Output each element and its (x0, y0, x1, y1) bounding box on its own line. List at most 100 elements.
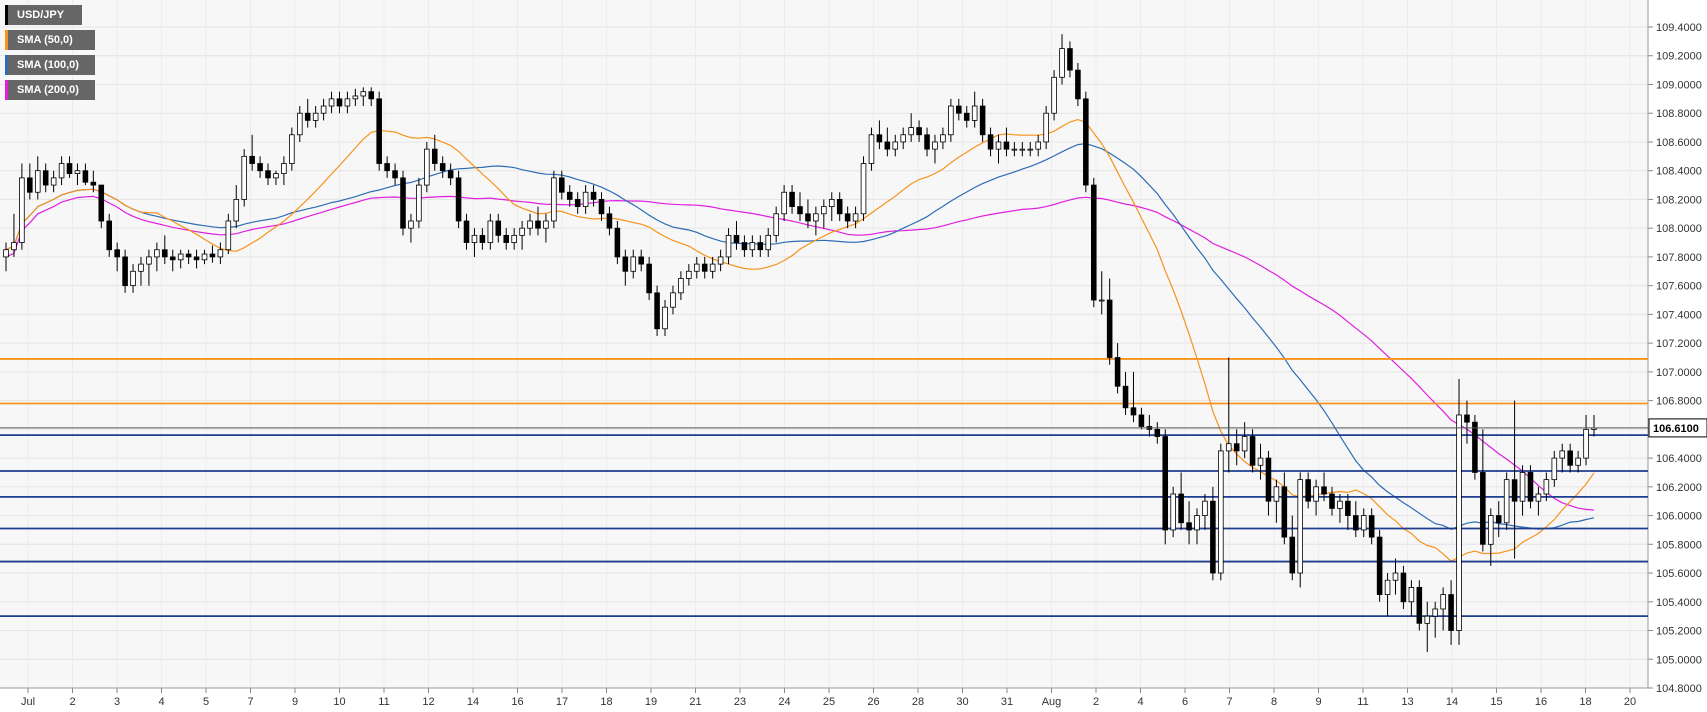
legend-item-sma100[interactable]: SMA (100,0) (5, 55, 95, 75)
candle (384, 156, 390, 178)
candle-body (265, 170, 271, 179)
y-tick-label: 105.4000 (1656, 597, 1702, 609)
candle (1440, 587, 1446, 631)
x-tick-label: 17 (556, 696, 568, 708)
candle (130, 264, 136, 293)
candle-body (797, 206, 803, 215)
x-tick-label: 18 (1579, 696, 1591, 708)
candle-body (1027, 148, 1034, 151)
candle-body (416, 184, 422, 222)
candle-body (582, 191, 589, 208)
candle (392, 163, 398, 186)
candle-body (98, 184, 105, 222)
candle-body (162, 249, 168, 258)
candle (74, 163, 81, 186)
candle-body (566, 191, 573, 200)
candle-body (495, 220, 502, 236)
legend-label: SMA (50,0) (17, 34, 73, 46)
candle (1432, 601, 1438, 638)
candle (582, 185, 589, 214)
candle (471, 228, 478, 257)
candle (1487, 508, 1494, 566)
candle-body (408, 220, 414, 229)
candle (630, 249, 637, 279)
candle-body (1098, 299, 1105, 302)
candle-body (1535, 493, 1542, 502)
candle (289, 127, 295, 171)
candle (932, 134, 938, 164)
candle (622, 249, 629, 286)
x-tick-label: 11 (1357, 696, 1368, 708)
candle-body (717, 256, 724, 265)
candle-body (1059, 48, 1065, 78)
y-tick-label: 107.2000 (1656, 338, 1702, 350)
candle-body (1511, 479, 1518, 502)
legend-item-sma200[interactable]: SMA (200,0) (5, 80, 95, 100)
x-tick-label: 13 (1401, 696, 1413, 708)
x-tick-label: Aug (1042, 696, 1062, 708)
candle (1384, 573, 1391, 617)
candle-body (1122, 385, 1129, 409)
candle-body (614, 227, 621, 258)
candle (42, 163, 49, 193)
candle-body (948, 105, 954, 136)
candle (273, 170, 279, 186)
candle (1075, 62, 1081, 107)
legend-swatch (5, 55, 8, 75)
candle (797, 192, 803, 221)
candle (1416, 580, 1423, 631)
candle-body (1313, 486, 1319, 502)
candle (1249, 429, 1256, 473)
candle (987, 127, 994, 157)
candle-body (368, 91, 375, 100)
candle-body (209, 253, 216, 258)
legend: USD/JPY SMA (50,0) SMA (100,0) SMA (200,… (5, 5, 95, 105)
candle-body (273, 173, 279, 179)
candles (3, 34, 1597, 653)
candle (1345, 494, 1351, 530)
x-tick-label: 26 (867, 696, 879, 708)
candle (1472, 414, 1478, 480)
candle-body (1480, 472, 1486, 545)
candle-body (19, 177, 25, 243)
y-tick-label: 106.8000 (1656, 396, 1702, 408)
candle-body (1051, 76, 1057, 114)
x-tick-label: 9 (1315, 696, 1321, 708)
x-tick-label: 3 (114, 696, 120, 708)
y-tick-label: 107.6000 (1656, 281, 1702, 293)
candle-body (1003, 141, 1010, 150)
candle (1353, 501, 1359, 538)
candle-body (1305, 479, 1311, 502)
y-tick-label: 106.0000 (1656, 511, 1702, 523)
candle-body (1210, 500, 1216, 574)
candle (154, 242, 160, 272)
candle (1225, 357, 1232, 473)
x-tick-label: 16 (1535, 696, 1547, 708)
candle-body (1257, 457, 1264, 466)
sma-100-line (5, 142, 1595, 530)
candle (376, 91, 382, 171)
candle (884, 127, 891, 157)
candle-body (289, 134, 295, 164)
candle (368, 87, 375, 107)
candle-body (1392, 572, 1399, 581)
candle (614, 220, 621, 265)
x-tick-label: 14 (1446, 696, 1458, 708)
candle-body (27, 177, 33, 193)
legend-item-usdjpy[interactable]: USD/JPY (5, 5, 82, 25)
candle (566, 185, 573, 207)
candle (559, 170, 565, 200)
y-tick-label: 104.8000 (1656, 683, 1702, 695)
legend-item-sma50[interactable]: SMA (50,0) (5, 30, 95, 50)
candle (995, 134, 1002, 164)
candle (836, 192, 843, 221)
candle (1138, 407, 1145, 430)
x-tick-label: 7 (1226, 696, 1232, 708)
candle (1027, 141, 1034, 157)
candle-body (1043, 112, 1049, 143)
candle (1090, 177, 1097, 308)
candle-body (352, 95, 359, 100)
candle-body (1345, 500, 1351, 516)
candle-body (662, 306, 668, 330)
candle (876, 120, 883, 150)
